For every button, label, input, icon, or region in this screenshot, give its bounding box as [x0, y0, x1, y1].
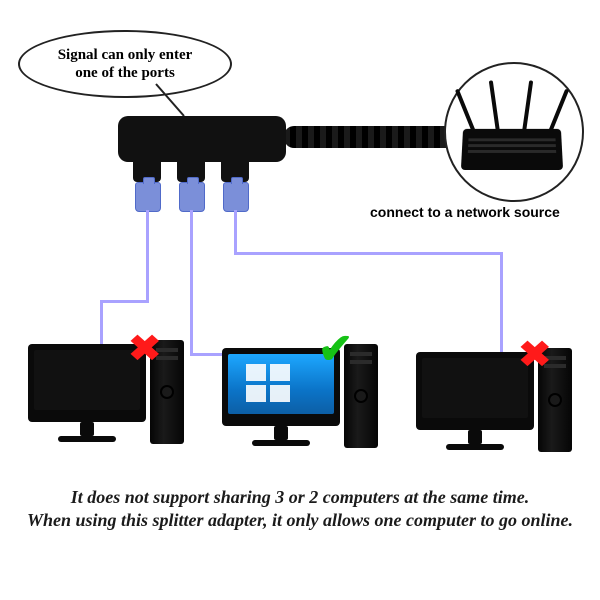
- pc-right: [416, 352, 576, 472]
- caption-line2: When using this splitter adapter, it onl…: [27, 510, 573, 530]
- callout-line2: one of the ports: [75, 65, 175, 81]
- pc-right-stand-base: [446, 444, 504, 450]
- pc-left: [28, 344, 188, 464]
- signal-line-1v2: [100, 300, 103, 346]
- signal-line-3v2: [500, 252, 503, 356]
- pc-center: [222, 348, 382, 468]
- pc-right-monitor: [416, 352, 534, 430]
- x-mark-left: ✖: [128, 328, 162, 369]
- splitter-main-cable: [284, 126, 470, 148]
- splitter-hub: [118, 116, 286, 162]
- pc-center-stand-base: [252, 440, 310, 446]
- rj45-plug-2: [179, 182, 205, 212]
- caption-text: It does not support sharing 3 or 2 compu…: [10, 486, 590, 533]
- check-mark-center: ✔: [318, 324, 353, 373]
- signal-line-2v: [190, 210, 193, 356]
- pc-left-stand-base: [58, 436, 116, 442]
- pc-left-stand-neck: [80, 422, 94, 436]
- pc-right-stand-neck: [468, 430, 482, 444]
- diagram-canvas: Signal can only enter one of the ports c…: [0, 0, 600, 600]
- rj45-plug-3: [223, 182, 249, 212]
- signal-line-3v: [234, 210, 237, 254]
- signal-line-1v: [146, 210, 149, 302]
- caption-line1: It does not support sharing 3 or 2 compu…: [71, 487, 530, 507]
- x-mark-right: ✖: [518, 334, 552, 375]
- signal-line-3h: [234, 252, 502, 255]
- pc-center-stand-neck: [274, 426, 288, 440]
- callout-line1: Signal can only enter: [58, 47, 193, 63]
- rj45-plug-1: [135, 182, 161, 212]
- router-body: [461, 129, 563, 170]
- signal-line-1h: [100, 300, 149, 303]
- router-label: connect to a network source: [370, 204, 560, 220]
